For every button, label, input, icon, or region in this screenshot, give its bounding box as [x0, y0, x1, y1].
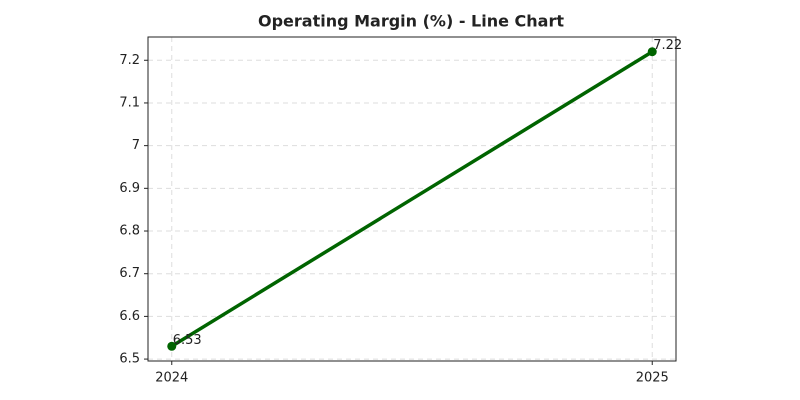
chart-title: Operating Margin (%) - Line Chart: [258, 12, 564, 31]
data-label: 7.22: [653, 38, 682, 53]
y-tick-label: 6.6: [119, 309, 140, 324]
plot-frame: [147, 36, 677, 362]
y-tick-label: 7.2: [119, 53, 140, 68]
y-tick-label: 6.9: [119, 181, 140, 196]
point: [647, 47, 657, 57]
data-label: 6.53: [173, 333, 202, 348]
y-tick-label: 7.1: [119, 95, 140, 110]
y-tick-label: 6.8: [119, 224, 140, 239]
point: [167, 341, 177, 351]
y-tick-label: 6.5: [119, 352, 140, 367]
x-tick-label: 2025: [636, 371, 669, 386]
series-line: [170, 50, 654, 348]
x-tick-label: 2024: [155, 371, 188, 386]
y-tick-label: 6.7: [119, 266, 140, 281]
y-tick-label: 7: [132, 138, 140, 153]
